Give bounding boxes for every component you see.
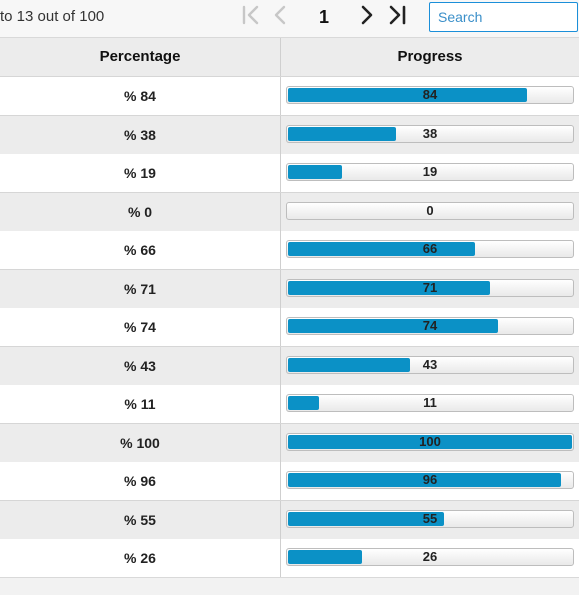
percentage-cell: % 38 [0,115,281,154]
table-header-row: Percentage Progress [0,38,579,77]
table-row[interactable]: % 100 100 [0,423,579,463]
progress-cell: 100 [281,424,579,462]
progress-bar: 84 [286,86,574,104]
table-row[interactable]: % 74 74 [0,308,579,347]
percentage-cell: % 96 [0,462,281,500]
first-page-button[interactable] [236,3,266,31]
percentage-cell: % 84 [0,77,281,115]
next-page-icon [356,4,378,31]
progress-bar: 55 [286,509,574,528]
percentage-cell: % 71 [0,269,281,308]
progress-cell: 26 [281,539,579,577]
progress-bar-fill [288,473,561,487]
previous-page-icon [270,4,292,31]
percentage-cell: % 0 [0,192,281,231]
progress-cell: 11 [281,385,579,423]
first-page-icon [240,4,262,31]
table-row[interactable]: % 55 55 [0,500,579,540]
last-page-icon [386,4,408,31]
progress-bar-fill [288,357,411,372]
progress-value-label: 84 [422,87,438,102]
progress-bar-fill [288,550,362,564]
progress-value-label: 66 [422,241,438,256]
percentage-cell: % 74 [0,308,281,346]
percentage-cell: % 19 [0,154,281,192]
progress-bar: 100 [286,432,574,451]
table-row[interactable]: % 11 11 [0,385,579,424]
previous-page-button[interactable] [266,3,296,31]
last-page-button[interactable] [382,3,412,31]
data-table: Percentage Progress % 84 84% 38 38% 19 19% … [0,38,579,578]
table-footer-strip [0,577,579,595]
progress-value-label: 11 [423,395,437,410]
table-row[interactable]: % 84 84 [0,77,579,116]
progress-bar: 66 [286,240,574,258]
next-page-button[interactable] [352,3,382,31]
table-row[interactable]: % 71 71 [0,269,579,309]
progress-bar: 11 [286,394,574,412]
progress-value-label: 55 [422,510,438,526]
progress-bar-fill [288,242,476,256]
percentage-cell: % 26 [0,539,281,577]
progress-bar: 96 [286,471,574,489]
table-row[interactable]: % 26 26 [0,539,579,578]
progress-bar-fill [288,319,499,333]
progress-column-header[interactable]: Progress [397,48,463,65]
pagination-info: to 13 out of 100 [0,8,105,25]
pagination-controls: 1 [236,0,412,34]
progress-value-label: 19 [422,164,438,179]
progress-value-label: 96 [422,472,438,487]
progress-bar: 19 [286,163,574,181]
progress-bar-fill [288,126,396,141]
progress-value-label: 100 [419,433,441,449]
progress-bar-fill [288,280,490,295]
percentage-cell: % 100 [0,423,281,462]
progress-value-label: 71 [422,279,438,295]
pagination-toolbar: to 13 out of 100 1 [0,0,579,38]
progress-cell: 71 [281,270,579,308]
progress-bar: 26 [286,548,574,566]
progress-bar: 38 [286,124,574,143]
progress-bar: 43 [286,355,574,374]
search-input[interactable] [429,2,578,32]
progress-cell: 84 [281,77,579,115]
progress-value-label: 38 [422,125,438,141]
progress-cell: 19 [281,154,579,192]
percentage-cell: % 11 [0,385,281,423]
progress-bar: 74 [286,317,574,335]
progress-bar-fill [288,165,342,179]
table-row[interactable]: % 19 19 [0,154,579,193]
progress-bar-fill [288,88,527,102]
progress-cell: 55 [281,501,579,539]
table-row[interactable]: % 38 38 [0,115,579,155]
progress-value-label: 74 [422,318,438,333]
progress-bar: 0 [286,201,574,220]
progress-cell: 96 [281,462,579,500]
progress-value-label: 0 [426,202,434,218]
progress-cell: 43 [281,347,579,385]
table-row[interactable]: % 66 66 [0,231,579,270]
current-page-number[interactable]: 1 [318,6,329,27]
progress-bar-fill [288,434,572,449]
percentage-cell: % 55 [0,500,281,539]
table-row[interactable]: % 0 0 [0,192,579,232]
percentage-cell: % 66 [0,231,281,269]
progress-bar: 71 [286,278,574,297]
progress-bar-fill [288,396,320,410]
progress-cell: 0 [281,193,579,231]
progress-value-label: 43 [422,356,438,372]
progress-value-label: 26 [422,549,438,564]
table-row[interactable]: % 96 96 [0,462,579,501]
percentage-cell: % 43 [0,346,281,385]
table-row[interactable]: % 43 43 [0,346,579,386]
progress-cell: 38 [281,116,579,154]
progress-cell: 74 [281,308,579,346]
progress-cell: 66 [281,231,579,269]
percentage-column-header[interactable]: Percentage [0,38,281,76]
progress-bar-fill [288,511,445,526]
